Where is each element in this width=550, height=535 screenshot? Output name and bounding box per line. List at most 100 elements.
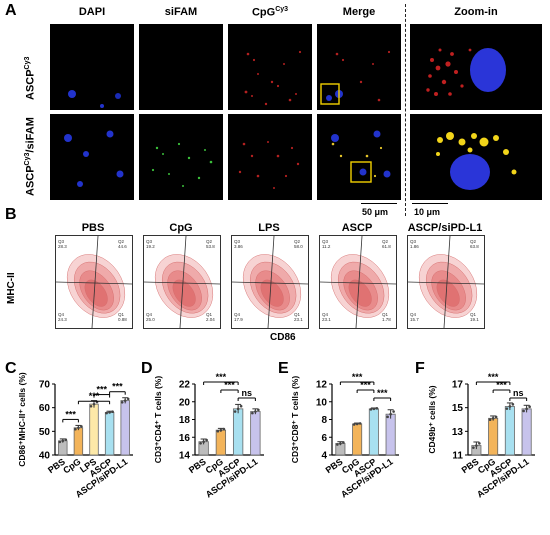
point-1-1-1	[219, 428, 223, 432]
point-0-3-0	[105, 411, 108, 415]
point-2-1-0	[352, 423, 356, 426]
panel-label-c: C	[5, 360, 17, 377]
flow-gate-vertical	[179, 236, 187, 328]
y-axis-label-0: CD86⁺MHC-II⁺ cells (%)	[17, 372, 27, 467]
flow-quadrant-q3: Q3 11.2	[322, 239, 331, 249]
point-3-3-0	[522, 409, 525, 413]
point-0-0-2	[64, 438, 68, 441]
bar-1-1	[215, 429, 227, 456]
micrograph-merge-row2	[317, 114, 401, 200]
flow-quadrant-q4: Q4 17.9	[234, 312, 243, 322]
column-title-cpg-sup: Cy3	[275, 6, 289, 13]
bar-0-2	[89, 403, 99, 456]
y-tick-label-2-8: 8	[321, 415, 327, 426]
panel-label-b: B	[5, 206, 17, 223]
y-tick-label-1-20: 20	[179, 397, 191, 408]
zoom-divider	[405, 4, 406, 216]
point-0-4-2	[126, 397, 130, 401]
flow-gate-vertical	[355, 236, 363, 328]
flow-quadrant-q2: Q2 63.8	[470, 239, 479, 249]
point-3-1-2	[494, 415, 498, 419]
point-2-3-0	[386, 415, 389, 419]
column-title-zoom-in: Zoom-in	[454, 6, 498, 18]
point-1-0-1	[202, 440, 205, 443]
scale-label-left: 50 μm	[362, 207, 389, 217]
point-0-0-0	[58, 440, 62, 444]
scale-label-right: 10 μm	[414, 207, 441, 217]
flow-gate-vertical	[91, 236, 99, 328]
column-title-cpg-text: CpG	[251, 6, 276, 19]
flow-title-1: CpG	[169, 222, 193, 234]
sig-label-0-2: ***	[97, 385, 108, 395]
point-3-2-1	[508, 405, 512, 408]
point-1-3-2	[257, 408, 260, 412]
column-title-dapi: DAPI	[78, 6, 106, 18]
y-axis-label-2: CD3⁺CD8⁺ T cells (%)	[290, 376, 300, 464]
flow-contour-2	[232, 236, 308, 328]
point-0-1-2	[80, 425, 83, 428]
point-1-0-0	[199, 441, 202, 445]
flow-plot-3: Q3 11.2 Q2 61.8 Q4 23.1 Q1 1.78	[319, 235, 397, 329]
bar-2-3	[385, 413, 396, 456]
bar-3-3	[521, 408, 532, 456]
column-title-sifam: siFAM	[164, 6, 198, 18]
y-tick-label-0-60: 60	[39, 403, 51, 414]
y-tick-label-3-15: 15	[452, 403, 464, 414]
flow-quadrant-q2: Q2 44.6	[118, 239, 127, 249]
bar-2-2	[368, 408, 379, 456]
y-tick-label-2-4: 4	[321, 451, 327, 462]
flow-quadrant-q1: Q1 23.1	[294, 312, 303, 322]
bar-3-2	[504, 406, 515, 456]
micrograph-dapi-row2	[50, 114, 134, 200]
scale-bar-left	[361, 203, 397, 204]
flow-contour-level-3	[436, 279, 460, 307]
flow-quadrant-q4: Q4 25.0	[146, 312, 155, 322]
flow-xlabel-cd86: CD86	[270, 332, 296, 343]
sig-label-2-2: ***	[377, 388, 388, 398]
y-tick-label-1-18: 18	[179, 415, 191, 426]
point-2-0-1	[339, 442, 342, 445]
y-tick-label-1-14: 14	[179, 451, 191, 462]
panel-label-a: A	[5, 2, 17, 19]
flow-contour-level-3	[84, 279, 108, 307]
flow-gate-horizontal	[320, 281, 396, 285]
panel-label-d: D	[141, 360, 153, 377]
flow-gate-horizontal	[232, 281, 308, 285]
point-1-1-0	[216, 429, 220, 433]
flow-title-2: LPS	[258, 222, 280, 234]
point-3-0-2	[478, 442, 481, 445]
point-3-1-1	[491, 417, 495, 420]
point-2-3-2	[392, 410, 395, 413]
flow-gate-horizontal	[408, 281, 484, 285]
flow-title-4: ASCP/siPD-L1	[407, 222, 483, 234]
point-3-3-2	[528, 405, 531, 409]
panel-label-e: E	[278, 360, 289, 377]
flow-contour-1	[144, 236, 220, 328]
y-tick-label-1-22: 22	[179, 380, 191, 391]
sig-label-1-1: ***	[224, 380, 235, 390]
flow-quadrant-q1: Q1 19.1	[470, 312, 479, 322]
flow-plot-2: Q3 3.86 Q2 58.0 Q4 17.9 Q1 23.1	[231, 235, 309, 329]
point-1-0-2	[205, 438, 208, 442]
bar-3-1	[488, 417, 499, 456]
point-1-3-0	[251, 411, 254, 415]
flow-quadrant-q1: Q1 2.04	[206, 312, 215, 322]
point-0-0-1	[61, 439, 65, 443]
flow-contour-0	[56, 236, 132, 328]
flow-gate-horizontal	[56, 281, 132, 285]
point-2-0-0	[336, 443, 339, 446]
y-tick-label-2-12: 12	[316, 380, 328, 391]
micrograph-cpg-row1	[228, 24, 312, 110]
point-2-0-2	[342, 441, 345, 444]
point-0-1-1	[77, 426, 80, 430]
bar-0-1	[73, 427, 84, 456]
micrograph-merge-row1	[317, 24, 401, 110]
sig-label-3-2: ns	[513, 388, 524, 398]
flow-gate-vertical	[267, 236, 275, 328]
flow-quadrant-q4: Q4 15.7	[410, 312, 419, 322]
flow-contour-level-3	[172, 279, 196, 307]
point-3-2-2	[511, 403, 515, 406]
micrograph-cpg-row2	[228, 114, 312, 200]
y-axis-label-3: CD49b⁺ cells (%)	[427, 385, 437, 453]
